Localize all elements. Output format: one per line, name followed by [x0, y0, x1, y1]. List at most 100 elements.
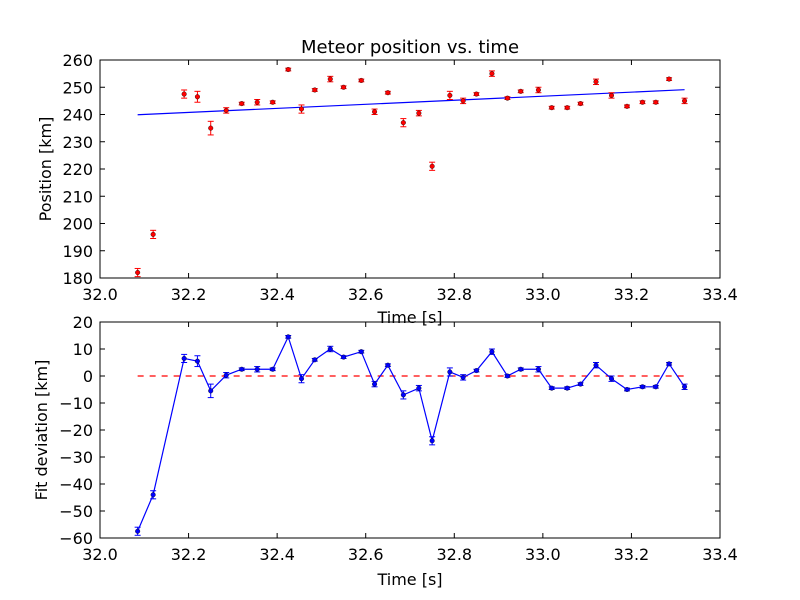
deviation-plot-y-tick-label: 20	[73, 313, 93, 332]
data-point	[666, 76, 673, 82]
data-marker	[564, 385, 570, 391]
fit-line	[137, 89, 685, 116]
data-marker	[518, 366, 524, 372]
data-point	[652, 384, 659, 390]
data-marker	[564, 105, 570, 111]
data-marker	[341, 354, 347, 360]
data-marker	[460, 98, 466, 104]
data-point	[681, 97, 688, 105]
data-point	[564, 385, 571, 391]
deviation-plot-x-tick-label: 32.2	[171, 545, 207, 564]
data-marker	[609, 92, 615, 98]
data-point	[327, 345, 334, 353]
data-marker	[135, 528, 141, 534]
data-point	[340, 354, 347, 360]
data-marker	[429, 163, 435, 169]
deviation-plot-marks	[134, 334, 688, 536]
position-plot-ticks: 32.0 32.2 32.4 32.6 32.8 33.0 33.2 33.4 180 190 20…	[62, 51, 737, 304]
data-marker	[666, 76, 672, 82]
data-marker	[270, 99, 276, 105]
data-point	[269, 99, 276, 105]
data-marker	[429, 438, 435, 444]
data-point	[150, 229, 157, 239]
data-point	[473, 368, 480, 374]
deviation-plot: 32.0 32.2 32.4 32.6 32.8 33.0 33.2 33.4 −60 −50 −4…	[32, 313, 738, 589]
position-plot-x-tick-label: 32.8	[436, 285, 472, 304]
data-marker	[385, 362, 391, 368]
deviation-plot-y-tick-label: −20	[59, 421, 93, 440]
data-point	[488, 348, 495, 355]
data-marker	[535, 87, 541, 93]
position-plot-y-tick-label: 230	[62, 133, 93, 152]
data-point	[311, 357, 318, 363]
data-marker	[312, 357, 318, 363]
data-marker	[194, 358, 200, 364]
data-marker	[181, 91, 187, 97]
deviation-plot-y-tick-label: −50	[59, 502, 93, 521]
position-plot-marks	[134, 67, 688, 278]
data-point	[311, 87, 318, 93]
data-marker	[416, 385, 422, 391]
data-point	[460, 374, 467, 381]
data-point	[238, 366, 245, 372]
data-marker	[223, 107, 229, 113]
data-marker	[504, 95, 510, 101]
data-marker	[285, 67, 291, 73]
data-marker	[327, 76, 333, 82]
data-point	[577, 381, 584, 387]
data-point	[371, 380, 378, 388]
deviation-plot-x-tick-label: 33.0	[525, 545, 561, 564]
data-marker	[358, 349, 364, 355]
data-marker	[504, 373, 510, 379]
data-marker	[299, 376, 305, 382]
deviation-plot-y-tick-label: 10	[73, 340, 93, 359]
data-marker	[223, 372, 229, 378]
data-point	[415, 109, 422, 117]
data-point	[298, 374, 305, 384]
data-marker	[518, 88, 524, 94]
deviation-plot-x-tick-label: 32.6	[348, 545, 384, 564]
data-marker	[208, 388, 214, 394]
position-plot-x-tick-label: 32.6	[348, 285, 384, 304]
data-point	[593, 362, 599, 369]
data-point	[254, 366, 261, 373]
data-marker	[400, 120, 406, 126]
data-marker	[593, 79, 599, 85]
data-point	[134, 267, 141, 278]
data-marker	[312, 87, 318, 93]
chart-title: Meteor position vs. time	[301, 37, 519, 58]
position-plot-x-tick-label: 32.0	[82, 285, 118, 304]
data-point	[400, 390, 407, 400]
position-plot-y-tick-label: 190	[62, 242, 93, 261]
data-point	[358, 77, 365, 83]
data-marker	[653, 99, 659, 105]
deviation-plot-y-tick-label: −40	[59, 475, 93, 494]
position-plot-y-tick-label: 260	[62, 51, 93, 70]
position-plot-x-tick-label: 33.0	[525, 285, 561, 304]
data-point	[473, 91, 480, 97]
data-marker	[535, 366, 541, 372]
data-point	[460, 97, 467, 105]
data-marker	[549, 105, 555, 111]
data-point	[415, 384, 422, 392]
data-marker	[372, 381, 378, 387]
position-plot-y-axis-label: Position [km]	[36, 117, 55, 222]
data-point	[429, 161, 436, 171]
deviation-plot-y-tick-label: −60	[59, 529, 93, 548]
data-marker	[299, 106, 305, 112]
position-plot-x-axis-label: Time [s]	[376, 308, 442, 327]
data-marker	[385, 90, 391, 96]
deviation-plot-y-tick-label: −10	[59, 394, 93, 413]
data-marker	[194, 94, 200, 100]
deviation-plot-x-tick-label: 32.0	[82, 545, 118, 564]
data-point	[429, 436, 436, 446]
data-point	[666, 361, 673, 367]
data-marker	[489, 349, 495, 355]
data-marker	[150, 492, 156, 498]
data-point	[504, 95, 511, 101]
data-marker	[400, 392, 406, 398]
data-point	[548, 105, 555, 111]
data-point	[223, 107, 230, 114]
data-point	[285, 334, 292, 340]
